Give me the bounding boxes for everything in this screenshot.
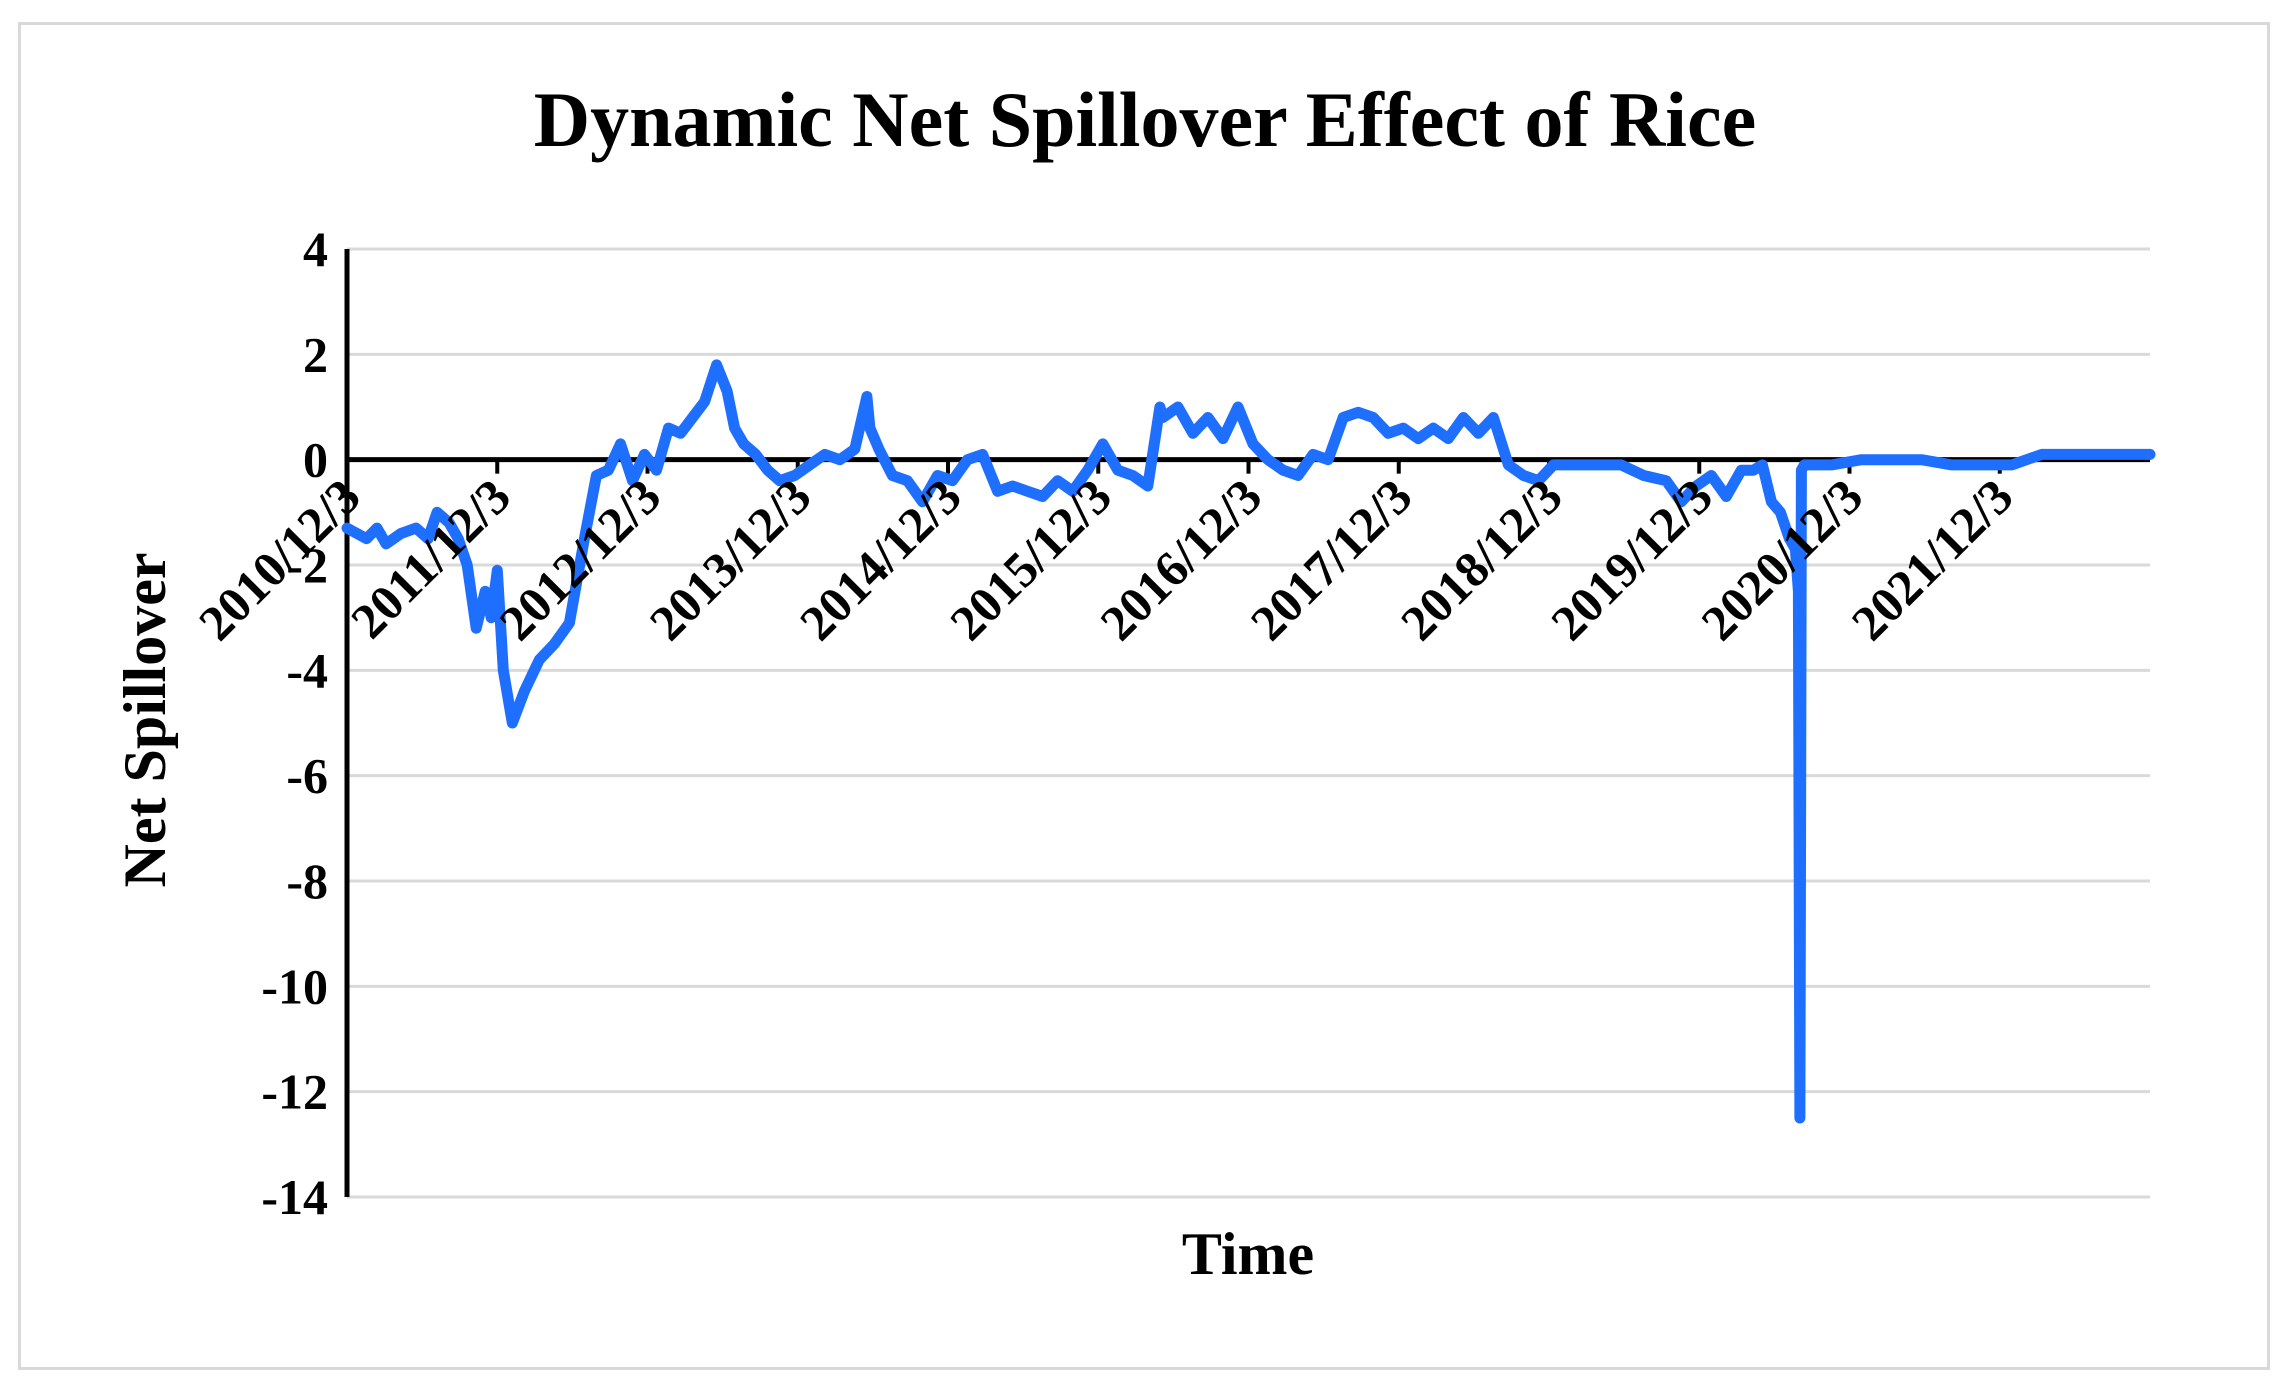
x-tick-label: 2020/12/3: [1690, 468, 1873, 651]
chart-title: Dynamic Net Spillover Effect of Rice: [534, 76, 1756, 163]
y-tick-label: -4: [286, 642, 328, 698]
x-tick-label: 2014/12/3: [789, 468, 972, 651]
y-tick-label: 4: [303, 221, 328, 277]
x-tick-label: 2012/12/3: [488, 468, 671, 651]
y-tick-label: -6: [286, 748, 328, 804]
chart-frame: [18, 22, 2270, 1370]
y-tick-label: -14: [261, 1169, 328, 1225]
y-tick-label: -2: [286, 537, 328, 593]
y-axis-label: Net Spillover: [112, 553, 178, 888]
y-tick-label: -8: [286, 853, 328, 909]
axes: [344, 249, 2150, 1197]
x-tick-label: 2019/12/3: [1540, 468, 1723, 651]
x-tick-label: 2017/12/3: [1240, 468, 1423, 651]
x-tick-label: 2018/12/3: [1390, 468, 1573, 651]
x-tick-label: 2010/12/3: [188, 468, 371, 651]
x-tick-label: 2021/12/3: [1841, 468, 2024, 651]
y-tick-labels: 4 2 0 -2 -4 -6 -8 -10 -12 -14: [261, 221, 328, 1225]
y-tick-label: -12: [261, 1064, 328, 1120]
plot-area: [341, 359, 2156, 1124]
x-tick-label: 2013/12/3: [639, 468, 822, 651]
y-tick-label: 2: [303, 326, 328, 382]
x-axis-label: Time: [1182, 1221, 1314, 1287]
x-tick-labels: 2010/12/32011/12/32012/12/32013/12/32014…: [188, 468, 2024, 651]
x-tick-label: 2016/12/3: [1089, 468, 1272, 651]
series-line-net-spillover: [341, 359, 2156, 1124]
gridlines: [347, 247, 2150, 1199]
y-tick-label: 0: [303, 432, 328, 488]
y-tick-label: -10: [261, 958, 328, 1014]
